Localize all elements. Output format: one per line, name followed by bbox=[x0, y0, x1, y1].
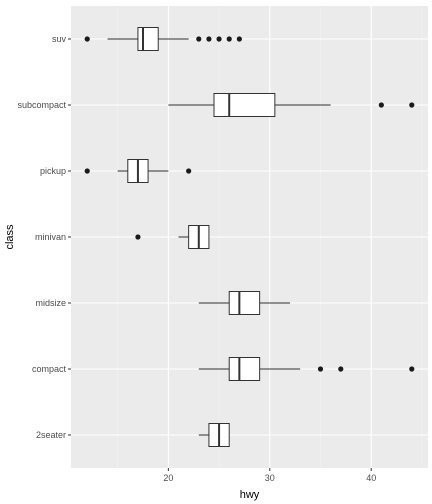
outlier-point bbox=[409, 102, 415, 108]
x-axis-title: hwy bbox=[240, 489, 260, 501]
box-group-compact bbox=[198, 357, 415, 381]
outlier-point bbox=[206, 36, 212, 42]
box-iqr bbox=[228, 357, 261, 381]
box-series bbox=[84, 27, 415, 447]
outlier-point bbox=[186, 168, 192, 174]
y-tick-label: 2seater bbox=[36, 430, 66, 440]
y-tick-label: pickup bbox=[40, 166, 66, 176]
outlier-point bbox=[317, 366, 324, 372]
box-group-2seater bbox=[198, 423, 230, 447]
x-tick-label: 40 bbox=[366, 473, 376, 483]
outlier-point bbox=[135, 234, 141, 240]
y-tick-label: compact bbox=[32, 364, 67, 374]
outlier-point bbox=[226, 36, 232, 42]
x-tick-label: 20 bbox=[163, 473, 173, 483]
y-tick-label: midsize bbox=[35, 298, 66, 308]
axes: 20 30 40 2seater compact midsize minivan pickup… bbox=[17, 34, 376, 483]
outlier-point bbox=[196, 36, 202, 42]
outlier-point bbox=[338, 366, 344, 372]
y-axis-title: class bbox=[4, 224, 16, 250]
y-tick-label: subcompact bbox=[17, 100, 66, 110]
outlier-point bbox=[84, 36, 90, 42]
outlier-point bbox=[84, 168, 90, 174]
outlier-point bbox=[216, 36, 222, 42]
x-tick-label: 30 bbox=[265, 473, 275, 483]
box-iqr bbox=[228, 291, 261, 315]
y-tick-label: suv bbox=[52, 34, 67, 44]
box-group-pickup bbox=[84, 159, 192, 183]
box-iqr bbox=[213, 93, 276, 117]
box-group-subcompact bbox=[168, 93, 415, 117]
box-group-minivan bbox=[135, 225, 210, 249]
box-group-midsize bbox=[198, 291, 291, 315]
outlier-point bbox=[409, 366, 415, 372]
box-iqr bbox=[137, 27, 159, 51]
outlier-point bbox=[236, 36, 242, 42]
outlier-point bbox=[378, 102, 384, 108]
y-tick-label: minivan bbox=[35, 232, 66, 242]
box-group-suv bbox=[84, 27, 242, 51]
